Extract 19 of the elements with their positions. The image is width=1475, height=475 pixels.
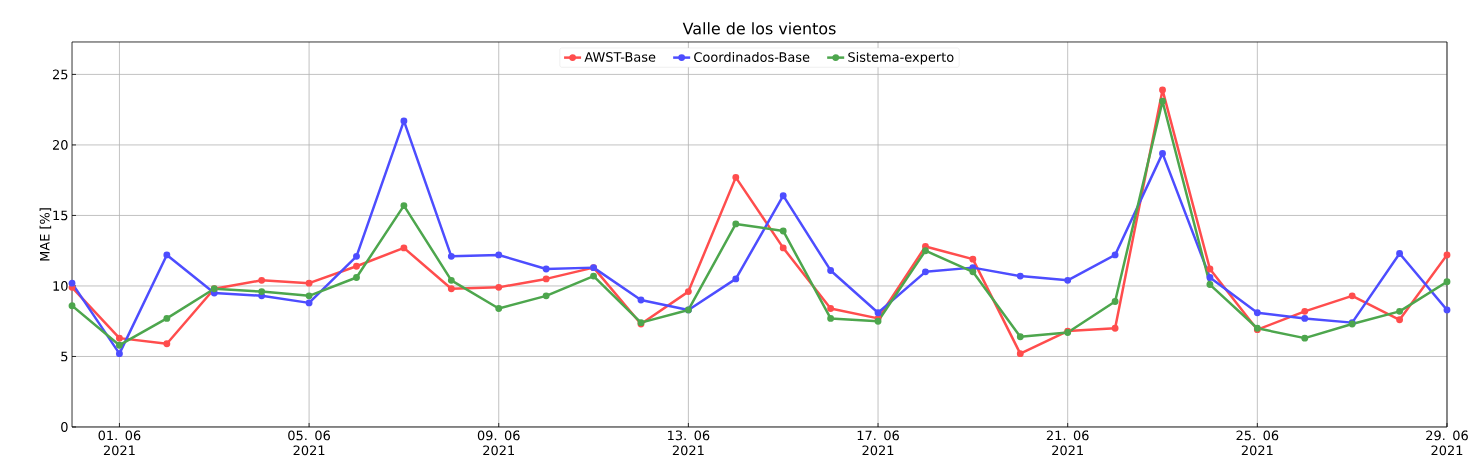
x-tick-label: 21. 06 2021 (1046, 430, 1089, 456)
y-tick-label: 15 (53, 210, 68, 221)
x-tick-label: 05. 06 2021 (288, 430, 331, 456)
legend-label: AWST-Base (584, 52, 656, 62)
chart-title: Valle de los vientos (682, 22, 836, 35)
x-tick-label: 09. 06 2021 (477, 430, 520, 456)
legend-label: Sistema-experto (848, 51, 954, 65)
y-tick-label: 10 (53, 281, 68, 291)
y-axis-title: MAE [%] (39, 208, 52, 261)
x-tick-label: 17. 06 2021 (857, 430, 899, 456)
y-tick-label: 25 (52, 69, 68, 80)
y-tick-label: 5 (61, 351, 68, 362)
legend-label: Coordinados-Base (694, 51, 810, 62)
x-tick-label: 25. 06 2021 (1236, 430, 1279, 456)
x-tick-label: 01. 06 2021 (98, 430, 141, 456)
y-tick-label: 20 (52, 140, 68, 150)
y-tick-label: 0 (61, 422, 68, 432)
x-tick-label: 29. 06 2021 (1426, 430, 1468, 456)
x-tick-label: 13. 06 2021 (668, 430, 710, 456)
